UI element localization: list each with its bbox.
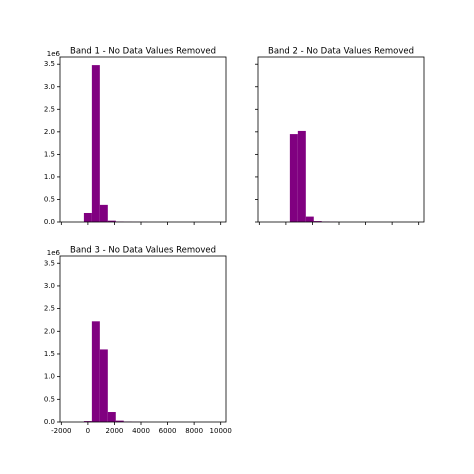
x-tick-label: 4000 (132, 427, 150, 435)
y-tick-label: 2.0 (44, 128, 55, 136)
axes-frame (59, 56, 227, 223)
x-tick-label: 6000 (159, 427, 177, 435)
bar (91, 321, 100, 422)
x-tick-label: 8000 (185, 427, 203, 435)
y-tick-label: 2.0 (44, 327, 55, 335)
y-tick-label: 0.5 (44, 195, 55, 203)
bar (99, 204, 108, 222)
subplot: Band 3 - No Data Values Removed -2000 0 200… (44, 246, 232, 436)
y-offset-text: 1e6 (47, 50, 61, 58)
x-tick-label: 2000 (106, 427, 124, 435)
subplot-title: Band 3 - No Data Values Removed (70, 246, 216, 256)
bar (289, 134, 298, 222)
bar (297, 130, 306, 222)
bar (83, 421, 92, 422)
y-tick-label: 0.0 (44, 218, 55, 226)
y-tick-label: 2.5 (44, 305, 55, 313)
bar (305, 216, 314, 222)
y-tick-label: 3.0 (44, 83, 55, 91)
y-tick-label: 1.0 (44, 373, 55, 381)
bar (91, 65, 100, 223)
subplot-title: Band 1 - No Data Values Removed (70, 47, 216, 57)
bar (313, 221, 322, 222)
y-tick-label: 0.0 (44, 418, 55, 426)
bar (115, 420, 124, 422)
x-tick-label: 0 (86, 427, 90, 435)
y-tick-label: 3.5 (44, 60, 55, 68)
y-tick-label: 1.0 (44, 173, 55, 181)
bar (83, 212, 92, 222)
bar (107, 412, 116, 422)
y-tick-label: 3.0 (44, 282, 55, 290)
y-tick-label: 3.5 (44, 259, 55, 267)
y-tick-label: 1.5 (44, 150, 55, 158)
x-tick-label: -2000 (51, 427, 71, 435)
y-tick-label: 1.5 (44, 350, 55, 358)
axes-frame (257, 56, 425, 223)
x-tick-label: 10000 (210, 427, 232, 435)
subplot-title: Band 2 - No Data Values Removed (268, 47, 414, 57)
subplot: Band 2 - No Data Values Removed (255, 47, 425, 225)
bar (99, 349, 108, 422)
axes-frame (59, 255, 227, 423)
subplot: Band 1 - No Data Values Removed 0.0 0.5 1.0… (44, 47, 227, 226)
y-offset-text: 1e6 (47, 249, 61, 257)
y-tick-label: 0.5 (44, 395, 55, 403)
y-tick-label: 2.5 (44, 105, 55, 113)
bar (107, 220, 116, 222)
